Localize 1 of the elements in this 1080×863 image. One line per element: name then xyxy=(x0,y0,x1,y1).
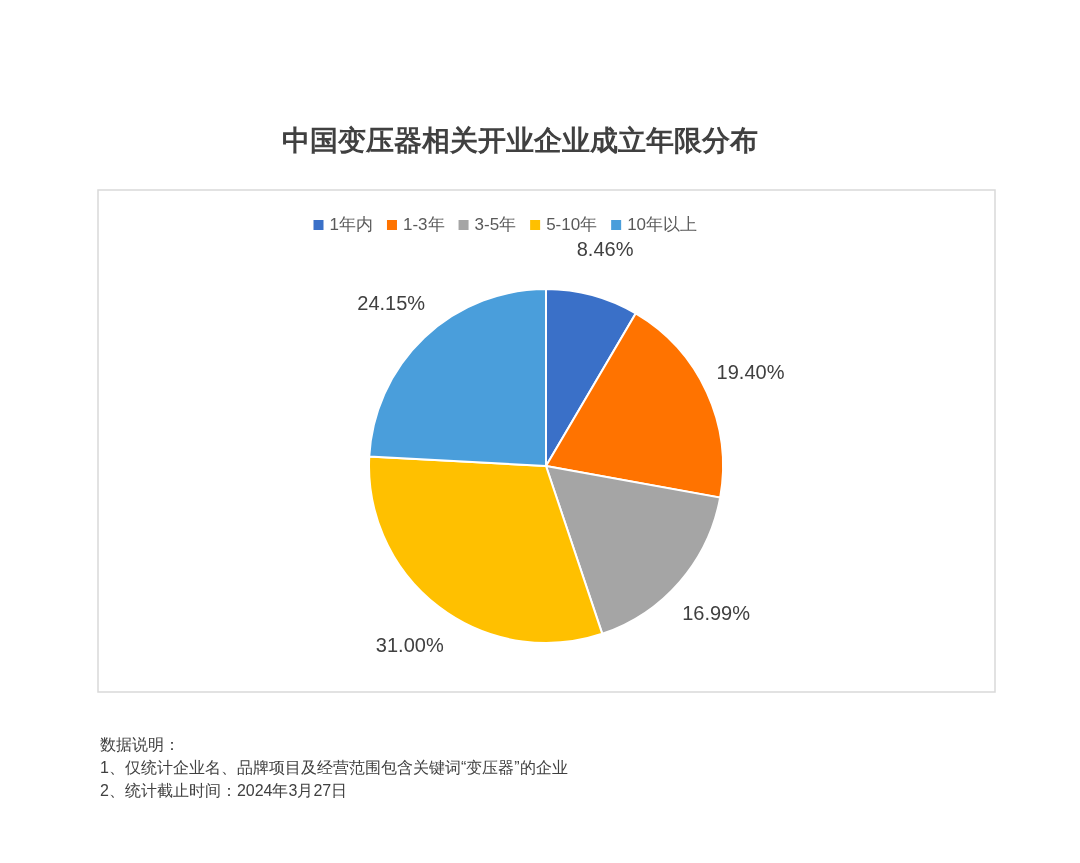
title: 中国变压器相关开业企业成立年限分布 xyxy=(282,125,758,156)
